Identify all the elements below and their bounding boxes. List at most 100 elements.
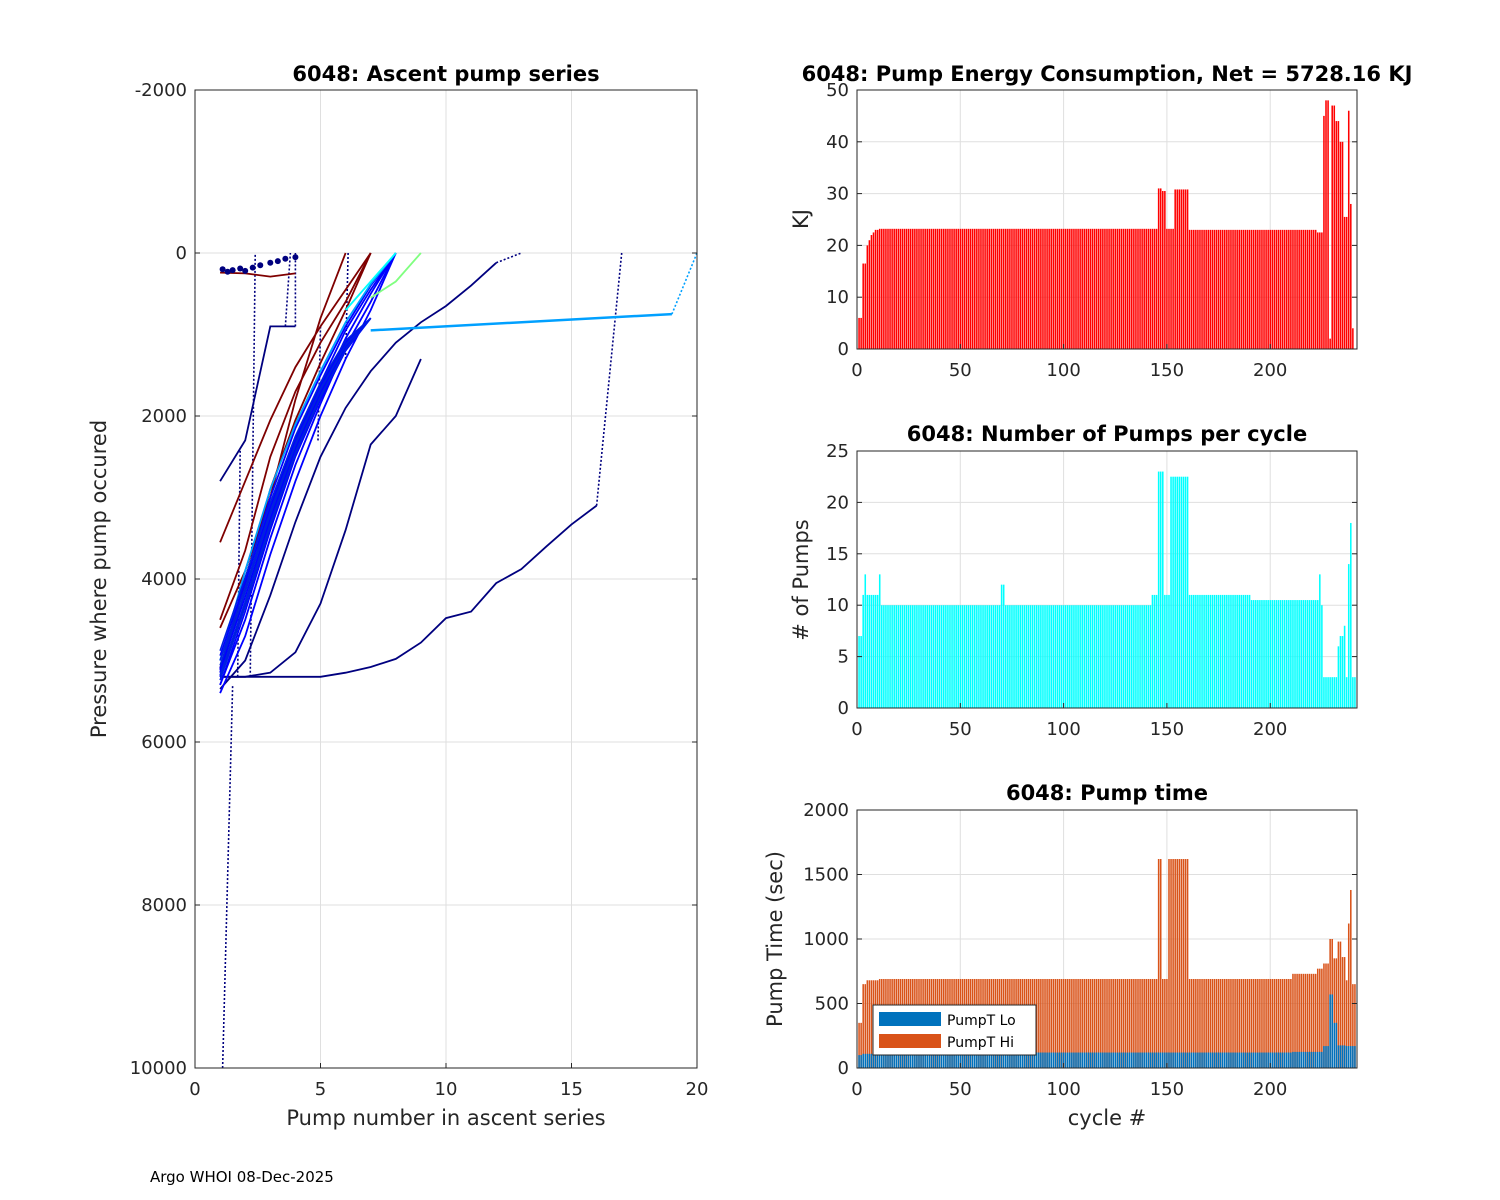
pumptime-bar-hi: [1327, 963, 1329, 1068]
pumptime-bar-hi: [1153, 978, 1156, 1068]
pumptime-bar-lo: [934, 1052, 937, 1068]
pumptime-bar-lo: [1285, 1052, 1288, 1068]
pumptime-bar-lo: [1056, 1052, 1059, 1068]
pumps-bar: [1343, 625, 1346, 708]
pumps-bar: [1244, 594, 1247, 708]
energy-bar: [1104, 228, 1106, 349]
pumps-bar: [990, 605, 993, 708]
pumps-bar: [1182, 476, 1185, 708]
energy-bar: [1002, 228, 1005, 349]
pumptime-bar-hi: [1133, 978, 1135, 1068]
pumps-bar: [1091, 605, 1094, 708]
pumps-bar: [926, 605, 929, 708]
energy-ytick-label: 40: [826, 132, 849, 153]
energy-bar: [1331, 105, 1333, 349]
pumps-bar: [1054, 605, 1057, 708]
pumptime-bar-lo: [1069, 1052, 1071, 1068]
ascent-series-line: [220, 358, 422, 678]
energy-bar: [1195, 229, 1197, 349]
energy-bar: [1128, 228, 1131, 349]
ascent-series-line: [344, 252, 397, 311]
energy-bar: [1298, 229, 1300, 349]
pumps-bar: [914, 605, 916, 708]
pumptime-xtick-label: 50: [949, 1079, 972, 1100]
pumps-bar: [1002, 584, 1005, 708]
pumptime-bar-lo: [1323, 1046, 1325, 1068]
energy-ytick-label: 10: [826, 287, 849, 308]
pumptime-bar-lo: [1215, 1052, 1218, 1068]
pumps-bar: [996, 605, 999, 708]
pumptime-bar-lo: [1273, 1052, 1276, 1068]
pumptime-bar-lo: [1186, 1052, 1189, 1068]
ascent-dotted-line: [284, 252, 292, 327]
energy-bar: [949, 228, 951, 349]
pumps-bar: [1046, 605, 1048, 708]
energy-bar: [1219, 229, 1222, 349]
energy-bar: [1164, 191, 1166, 349]
pumptime-bar-hi: [1283, 978, 1286, 1068]
pumptime-bar-lo: [982, 1052, 984, 1068]
pumps-bar: [1058, 605, 1061, 708]
ascent-series-line: [370, 312, 672, 332]
pumps-bar: [1069, 605, 1071, 708]
pumptime-bar-hi: [1234, 978, 1236, 1068]
energy-bar: [901, 228, 904, 349]
energy-bar: [957, 228, 960, 349]
pumps-bar: [1261, 600, 1263, 708]
pumptime-bar-hi: [862, 984, 864, 1068]
pumptime-bar-lo: [1232, 1052, 1234, 1068]
pumptime-bar-lo: [1100, 1052, 1102, 1068]
pumptime-bar-lo: [1164, 1052, 1166, 1068]
pumptime-bar-lo: [1050, 1052, 1052, 1068]
energy-bar: [1108, 228, 1110, 349]
energy-bar: [1011, 228, 1013, 349]
ascent-surface-point: [292, 254, 299, 261]
pumptime-bar-lo: [1011, 1052, 1013, 1068]
pumps-bar: [1236, 594, 1238, 708]
pumptime-bar-lo: [1257, 1052, 1259, 1068]
pumptime-bar-hi: [1246, 978, 1249, 1068]
pumps-bar: [1335, 677, 1338, 708]
pumps-bar: [1064, 605, 1067, 708]
energy-bar: [889, 228, 891, 349]
pumps-bar: [1044, 605, 1046, 708]
pumptime-bar-lo: [976, 1052, 978, 1068]
energy-bar: [1201, 229, 1203, 349]
energy-bar: [1277, 229, 1280, 349]
energy-bar: [883, 228, 885, 349]
energy-bar: [1283, 229, 1286, 349]
pumptime-bar-lo: [1263, 1052, 1265, 1068]
energy-bar: [1288, 229, 1290, 349]
pumptime-bar-lo: [955, 1052, 957, 1068]
energy-bar: [1151, 228, 1154, 349]
energy-bar: [1044, 228, 1046, 349]
energy-bar: [1143, 228, 1145, 349]
pumptime-bar-hi: [1124, 978, 1127, 1068]
pumps-bar: [930, 605, 933, 708]
pumptime-bar-hi: [1213, 978, 1216, 1068]
energy-bar: [971, 228, 974, 349]
pumps-bar: [1023, 605, 1026, 708]
pumptime-bar-lo: [973, 1052, 976, 1068]
pumptime-bar-hi: [1182, 859, 1185, 1068]
pumptime-bar-hi: [1048, 978, 1050, 1068]
pumps-bar: [1203, 594, 1205, 708]
pumptime-bar-lo: [1122, 1052, 1125, 1068]
energy-bar: [1178, 189, 1181, 349]
energy-bar: [1066, 228, 1069, 349]
pumptime-bar-hi: [1066, 978, 1069, 1068]
pumptime-bar-lo: [1007, 1052, 1009, 1068]
pumptime-bar-hi: [1252, 978, 1255, 1068]
pumptime-bar-lo: [959, 1052, 962, 1068]
energy-bar: [1300, 229, 1302, 349]
pumptime-bar-hi: [1254, 978, 1257, 1068]
ascent-ytick-label: 6000: [141, 732, 187, 753]
pumptime-bar-hi: [1052, 978, 1055, 1068]
pumps-bar: [1071, 605, 1073, 708]
energy-ytick-label: 0: [838, 339, 849, 360]
pumps-bar: [1139, 605, 1141, 708]
energy-bar: [998, 228, 1001, 349]
pumps-bar: [1205, 594, 1207, 708]
ascent-surface-point: [237, 265, 244, 272]
